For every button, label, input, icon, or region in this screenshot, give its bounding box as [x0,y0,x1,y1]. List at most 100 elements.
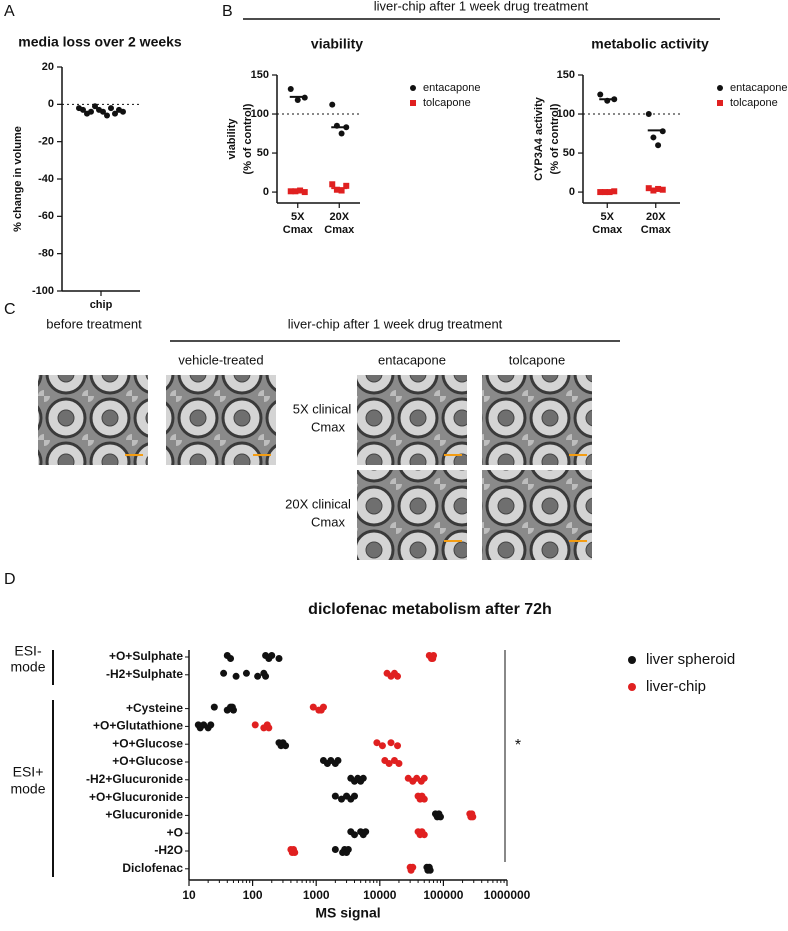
column-label: vehicle-treated [178,352,263,367]
micrograph [38,375,148,465]
micrograph [357,470,467,560]
legend-marker [410,100,416,106]
y-tick-label: -40 [38,173,54,185]
panel-letter: C [4,301,16,318]
data-point [232,672,240,680]
x-tick-label: 1000 [303,888,330,902]
data-point [251,721,259,729]
column-label: before treatment [46,316,142,331]
data-point [429,655,437,662]
y-tick-label: +Glucuronide [105,808,183,822]
micrograph [482,470,592,560]
data-point [338,187,345,194]
annotation: * [515,737,521,754]
group-label: ESI+ [13,764,44,780]
data-point [262,672,270,680]
data-point [334,757,342,764]
data-point [333,186,340,193]
data-point [385,760,393,767]
data-point [80,106,86,113]
y-tick-label: 100 [557,108,575,120]
data-point [242,669,250,677]
data-point [104,112,110,119]
data-point [282,742,290,750]
legend-label: liver-chip [646,678,706,695]
micrographs [38,375,592,560]
y-tick-label: 0 [48,98,54,110]
data-point [329,101,336,108]
y-tick-label: +O+Glutathione [93,719,183,733]
data-point [88,108,94,115]
legend-label: entacapone [423,82,481,94]
data-point [338,130,345,137]
data-point [373,739,381,747]
y-tick-label: Diclofenac [122,861,183,875]
legend-label: entacapone [730,82,788,94]
y-axis-label: (% of control) [242,103,254,174]
data-point [420,795,428,803]
legend-label: tolcapone [730,97,778,109]
row-label: Cmax [311,419,345,434]
data-point [112,110,118,117]
data-point [378,742,386,750]
y-tick-label: 150 [251,69,269,81]
data-point [294,96,301,103]
micrograph [482,375,592,465]
y-tick-label: 0 [569,186,575,198]
y-axis-label: % change in volume [12,126,24,232]
y-tick-label: +O+Glucuronide [89,790,183,804]
data-point [120,108,126,115]
data-point [420,774,428,782]
y-tick-label: 50 [257,147,269,159]
x-tick-label: Cmax [283,224,314,236]
data-point [359,774,367,782]
x-tick-label: Cmax [641,224,672,236]
row-label: 5X clinical [293,401,352,416]
column-label: entacapone [378,352,446,367]
x-tick-label: Cmax [592,224,623,236]
x-tick-label: 5X [601,211,615,223]
y-axis-label: (% of control) [549,103,561,174]
data-point [650,134,657,141]
x-tick-label: 5X [291,211,305,223]
chart-title: media loss over 2 weeks [18,34,182,50]
x-tick-label: 100 [243,888,263,902]
row-label: 20X clinical [285,496,351,511]
x-tick-label: Cmax [324,224,355,236]
group-label: mode [10,659,45,675]
data-point [265,724,273,732]
x-tick-label: 10000 [363,888,397,902]
y-tick-label: +O+Sulphate [109,649,183,663]
y-axis-label: CYP3A4 activity [533,96,545,181]
panel-letter: B [222,3,233,20]
y-tick-label: -60 [38,210,54,222]
legend-marker [628,683,636,691]
data-point [331,846,339,853]
data-point [309,703,317,711]
panel-header: liver-chip after 1 week drug treatment [288,316,503,331]
data-point [331,792,339,800]
data-point [362,828,370,836]
data-point [210,703,218,711]
data-point [220,669,228,677]
data-point [329,181,336,188]
data-point [409,863,417,871]
data-point [207,721,215,729]
y-tick-label: +O+Glucose [112,754,183,768]
micrograph [166,375,276,465]
data-point [344,846,352,853]
data-point [436,813,444,821]
data-point [655,142,662,149]
x-tick-label: 100000 [423,888,463,902]
legend-label: tolcapone [423,97,471,109]
legend-marker [628,656,636,664]
data-point [343,182,350,189]
data-point [350,831,358,839]
x-tick-label: 10 [182,888,196,902]
panel-header: liver-chip after 1 week drug treatment [374,0,589,13]
row-label: Cmax [311,514,345,529]
y-tick-label: 20 [42,61,54,73]
data-point [420,831,428,839]
legend-marker [717,100,723,106]
panel-letter: A [4,3,15,20]
